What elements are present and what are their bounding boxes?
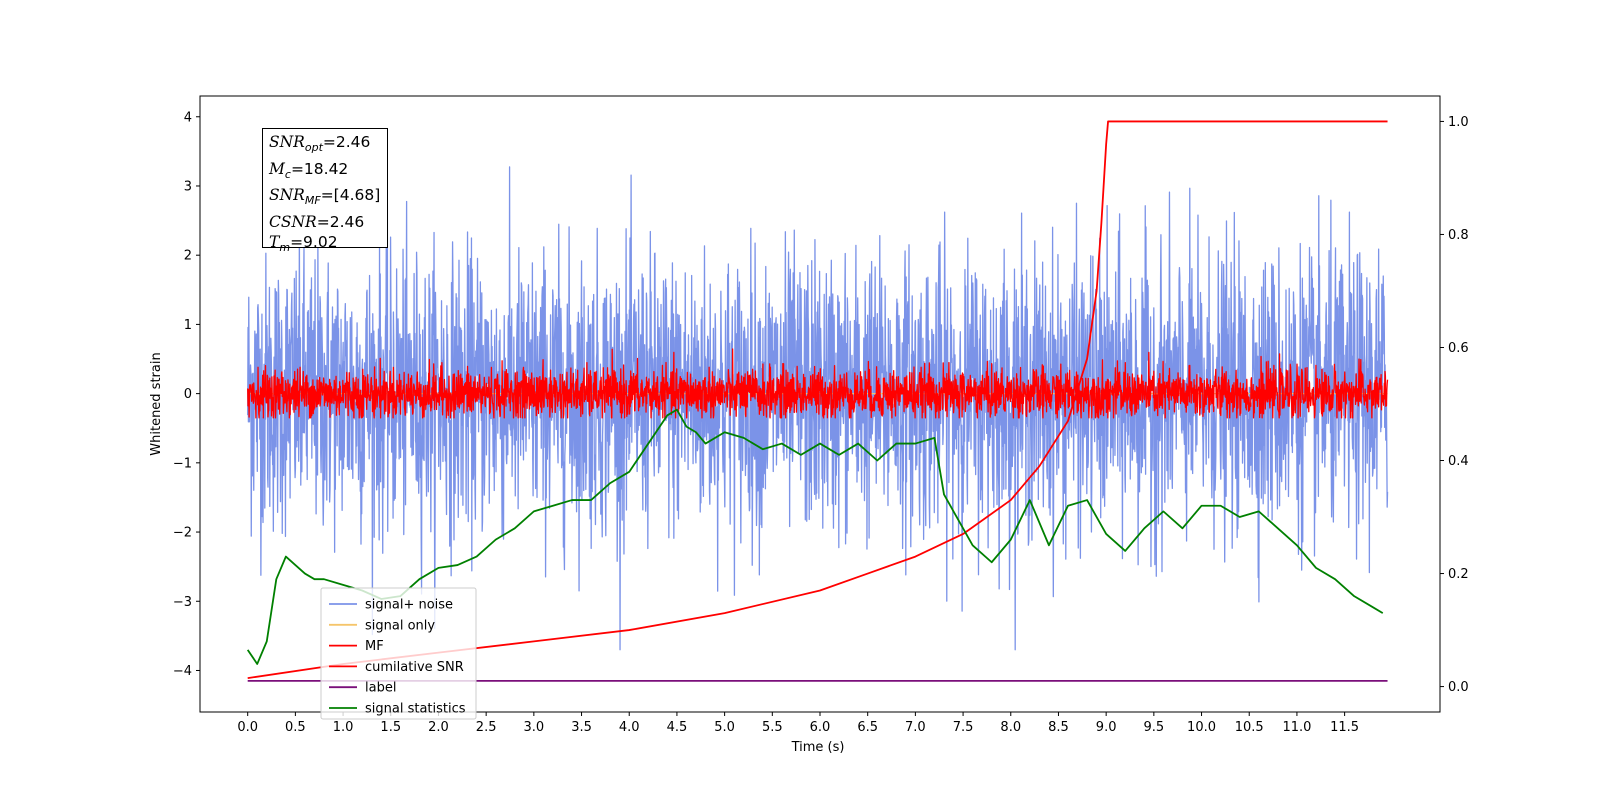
y-tick-label: 3 xyxy=(184,179,192,194)
stats-annotation-box: SNRopt=2.46 Mc=18.42 SNRMF=[4.68] CSNR=2… xyxy=(262,128,388,254)
x-tick-label: 11.0 xyxy=(1282,720,1311,735)
legend-entry: label xyxy=(365,681,396,696)
snr-mf-sub: MF xyxy=(304,194,321,208)
csnr-value: =2.46 xyxy=(316,212,365,231)
legend-entry: signal only xyxy=(365,618,435,633)
x-tick-label: 7.5 xyxy=(953,720,974,735)
x-tick-label: 4.0 xyxy=(619,720,640,735)
legend-entry: cumilative SNR xyxy=(365,660,464,675)
y-tick-label: −2 xyxy=(173,526,192,541)
x-tick-label: 8.5 xyxy=(1048,720,1069,735)
legend-box xyxy=(320,587,477,720)
x-tick-label: 2.5 xyxy=(476,720,497,735)
y-axis-label: Whitened strain xyxy=(149,352,164,455)
y-axis-left: 4 3 2 1 0 −1 −2 −3 −4 xyxy=(173,110,200,679)
mf-line xyxy=(247,348,1389,419)
legend-entry: MF xyxy=(365,639,384,654)
x-tick-label: 7.0 xyxy=(905,720,926,735)
tm-sub: m xyxy=(279,241,291,255)
y-axis-right: 1.0 0.8 0.6 0.4 0.2 0.0 xyxy=(1440,115,1469,695)
y-tick-label: 0 xyxy=(184,387,192,402)
legend-entry: signal statistics xyxy=(365,702,466,717)
y-tick-label: 4 xyxy=(184,110,192,125)
snr-mf-line: SNRMF=[4.68] xyxy=(269,185,387,212)
x-axis: 0.0 0.5 1.0 1.5 2.0 2.5 3.0 3.5 4.0 4.5 5.0 5.5 6.0 6… xyxy=(237,712,1359,735)
mc-line: Mc=18.42 xyxy=(269,159,387,186)
x-tick-label: 1.5 xyxy=(380,720,401,735)
y2-tick-label: 1.0 xyxy=(1448,115,1469,130)
mc-sub: c xyxy=(284,167,291,181)
y2-tick-label: 0.6 xyxy=(1448,341,1469,356)
csnr-line: CSNR=2.46 xyxy=(269,212,387,233)
x-tick-label: 5.5 xyxy=(762,720,783,735)
tm-line: Tm=9.02 xyxy=(269,232,387,259)
snr-opt-value: =2.46 xyxy=(322,133,371,151)
x-tick-label: 4.5 xyxy=(667,720,688,735)
tm-value: =9.02 xyxy=(290,233,338,252)
mc-label: M xyxy=(269,159,285,178)
y-tick-label: 2 xyxy=(184,249,192,264)
x-tick-label: 0.0 xyxy=(237,720,258,735)
y2-tick-label: 0.8 xyxy=(1448,228,1469,243)
x-tick-label: 5.0 xyxy=(714,720,735,735)
y-tick-label: 1 xyxy=(184,318,192,333)
csnr-label: CSNR xyxy=(269,212,317,231)
x-tick-label: 1.0 xyxy=(333,720,354,735)
snr-opt-sub: opt xyxy=(304,141,323,155)
snr-opt-label: SNR xyxy=(269,133,305,151)
mc-value: =18.42 xyxy=(290,159,349,178)
x-tick-label: 6.0 xyxy=(810,720,831,735)
signal-noise-line xyxy=(247,166,1389,651)
x-tick-label: 0.5 xyxy=(285,720,306,735)
legend-entry: signal+ noise xyxy=(365,598,453,613)
x-tick-label: 2.0 xyxy=(428,720,449,735)
y-tick-label: −3 xyxy=(173,595,192,610)
x-tick-label: 3.0 xyxy=(524,720,545,735)
y-tick-label: −1 xyxy=(173,456,192,471)
snr-mf-value: =[4.68] xyxy=(320,186,381,205)
x-tick-label: 11.5 xyxy=(1330,720,1359,735)
x-tick-label: 10.5 xyxy=(1235,720,1264,735)
legend: signal+ noise signal only MF cumilative SNR… xyxy=(320,587,477,720)
x-axis-label: Time (s) xyxy=(791,740,845,755)
x-tick-label: 3.5 xyxy=(571,720,592,735)
cumulative-snr-line xyxy=(247,120,1388,679)
snr-mf-label: SNR xyxy=(269,186,305,205)
tm-label: T xyxy=(269,233,280,252)
x-tick-label: 8.0 xyxy=(1000,720,1021,735)
y2-tick-label: 0.2 xyxy=(1448,567,1469,582)
y2-tick-label: 0.4 xyxy=(1448,454,1469,469)
y2-tick-label: 0.0 xyxy=(1448,680,1469,695)
x-tick-label: 10.0 xyxy=(1187,720,1216,735)
x-tick-label: 9.0 xyxy=(1096,720,1117,735)
x-tick-label: 9.5 xyxy=(1144,720,1165,735)
x-tick-label: 6.5 xyxy=(857,720,878,735)
snr-opt-line: SNRopt=2.46 xyxy=(269,132,387,159)
y-tick-label: −4 xyxy=(173,664,192,679)
